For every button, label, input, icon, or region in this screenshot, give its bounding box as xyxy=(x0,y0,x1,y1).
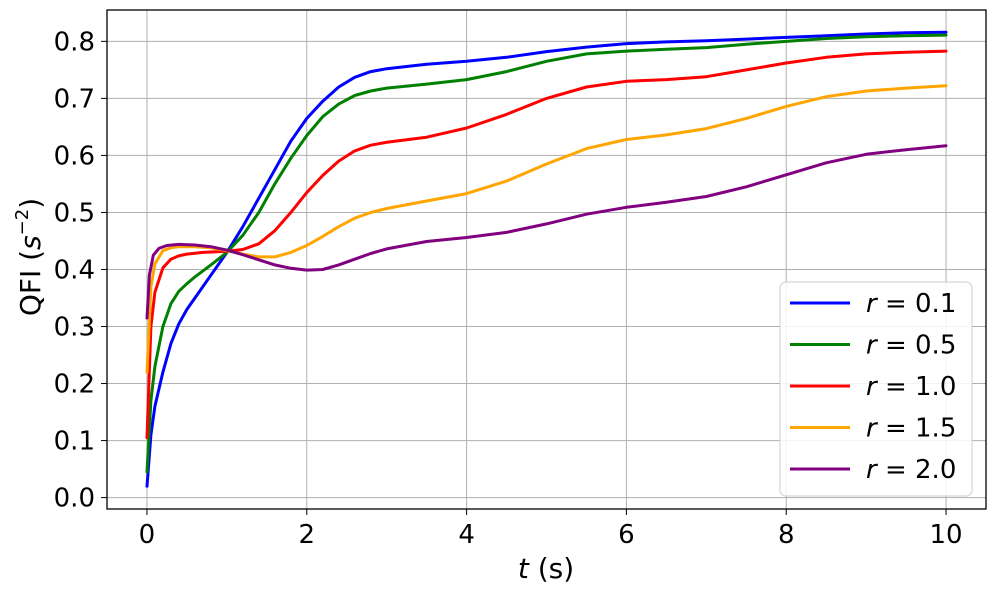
plot-frame xyxy=(106,9,987,510)
axis-ticks: 0 2 4 6 8 10 0.0 0.1 0.2 0.3 0.4 0.5 0.6 0.7 0.8 xyxy=(54,27,963,550)
legend-label: r = 1.5 xyxy=(866,414,956,444)
series-lines xyxy=(145,30,948,488)
series-line xyxy=(145,144,948,320)
legend-label: r = 1.0 xyxy=(866,372,956,402)
series-line xyxy=(145,33,948,474)
legend-label-value: = 1.5 xyxy=(877,414,957,444)
y-tick-label: 0.6 xyxy=(54,141,95,171)
legend-label-value: = 1.0 xyxy=(877,372,957,402)
series-line xyxy=(145,49,948,440)
y-tick-label: 0.0 xyxy=(54,484,95,514)
y-axis-label-post: ) xyxy=(14,198,47,209)
x-tick-label: 8 xyxy=(778,520,795,550)
legend-label-var: r xyxy=(866,455,879,485)
legend-label: r = 2.0 xyxy=(866,455,956,485)
y-axis-label: QFI (s−2) xyxy=(12,198,47,316)
legend-label-var: r xyxy=(866,414,879,444)
legend-label: r = 0.1 xyxy=(866,289,956,319)
y-tick-label: 0.1 xyxy=(54,427,95,457)
y-tick-label: 0.7 xyxy=(54,84,95,114)
y-axis-label-var: s xyxy=(14,235,47,250)
legend: r = 0.1r = 0.5r = 1.0r = 1.5r = 2.0 xyxy=(779,281,973,497)
y-axis-label-pre: QFI ( xyxy=(14,250,47,316)
x-tick-label: 2 xyxy=(298,520,315,550)
x-tick-label: 0 xyxy=(139,520,156,550)
legend-label: r = 0.5 xyxy=(866,331,956,361)
x-tick-label: 4 xyxy=(458,520,475,550)
y-tick-label: 0.5 xyxy=(54,198,95,228)
legend-label-var: r xyxy=(866,289,879,319)
x-tick-label: 10 xyxy=(929,520,962,550)
y-tick-label: 0.8 xyxy=(54,27,95,57)
legend-label-var: r xyxy=(866,331,879,361)
x-axis-label-unit: (s) xyxy=(529,552,574,585)
x-axis-label-var: t xyxy=(518,552,530,585)
x-axis-label: t (s) xyxy=(518,552,574,585)
legend-label-value: = 2.0 xyxy=(877,455,957,485)
legend-label-value: = 0.5 xyxy=(877,331,957,361)
series-line xyxy=(145,30,948,488)
legend-box xyxy=(779,281,973,497)
y-tick-label: 0.3 xyxy=(54,313,95,343)
y-tick-label: 0.4 xyxy=(54,255,95,285)
x-tick-label: 6 xyxy=(618,520,635,550)
series-line xyxy=(145,84,948,374)
y-tick-label: 0.2 xyxy=(54,370,95,400)
legend-label-var: r xyxy=(866,372,879,402)
y-axis-label-sup: −2 xyxy=(12,209,33,236)
legend-label-value: = 0.1 xyxy=(877,289,957,319)
